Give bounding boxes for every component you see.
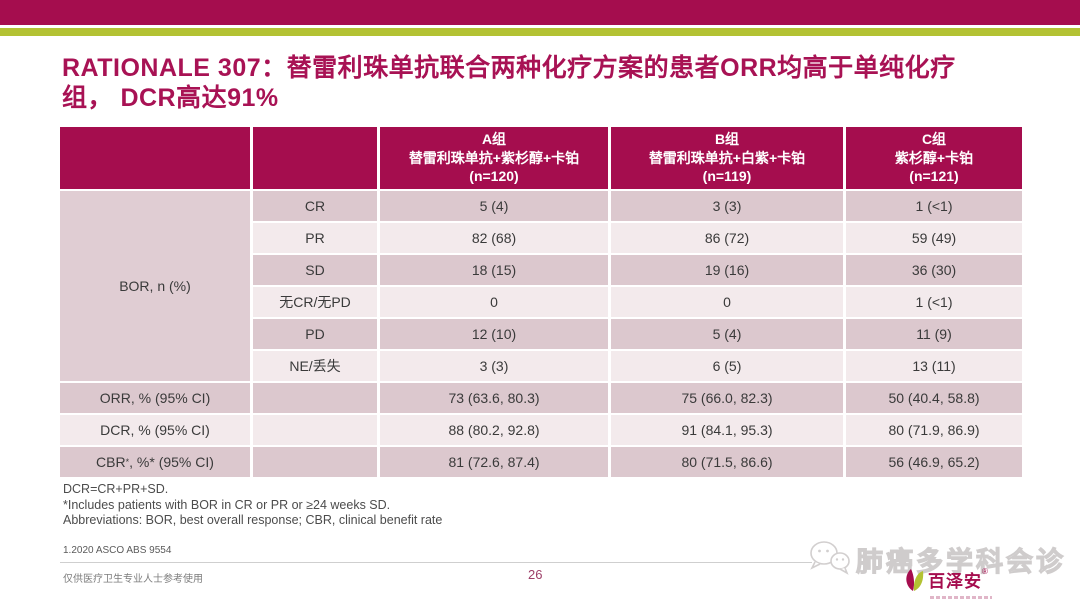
group-b-n: (n=119)	[702, 168, 752, 185]
cell-cr-a: 5 (4)	[380, 191, 608, 221]
footnote-abbreviations: Abbreviations: BOR, best overall respons…	[63, 513, 443, 527]
cell-cbr-b: 80 (71.5, 86.6)	[611, 447, 843, 477]
group-c-regimen: 紫杉醇+卡铂	[894, 149, 974, 166]
cell-pd-b: 5 (4)	[611, 319, 843, 349]
header-cell-empty-2	[253, 127, 377, 189]
baizean-registered-mark: ®	[982, 567, 988, 576]
cell-dcr-c: 80 (71.9, 86.9)	[846, 415, 1022, 445]
group-c-name: C组	[921, 131, 947, 148]
group-a-name: A组	[481, 131, 507, 148]
row-label-cbr: CBR *, %* (95% CI)	[60, 447, 250, 477]
row-label-cr: CR	[253, 191, 377, 221]
row-label-dcr: DCR, % (95% CI)	[60, 415, 250, 445]
wechat-watermark: 肺癌多学科会诊	[806, 538, 1066, 581]
footnotes: DCR=CR+PR+SD. *Includes patients with BO…	[63, 482, 663, 529]
cell-sd-c: 36 (30)	[846, 255, 1022, 285]
cell-pd-c: 11 (9)	[846, 319, 1022, 349]
cell-cr-b: 3 (3)	[611, 191, 843, 221]
cell-cbr-spacer	[253, 447, 377, 477]
cell-nocr-b: 0	[611, 287, 843, 317]
cell-orr-c: 50 (40.4, 58.8)	[846, 383, 1022, 413]
cell-cbr-a: 81 (72.6, 87.4)	[380, 447, 608, 477]
cell-cbr-c: 56 (46.9, 65.2)	[846, 447, 1022, 477]
row-label-nocr-nopd: 无CR/无PD	[253, 287, 377, 317]
page-title-line2: 组， DCR高达91%	[62, 84, 279, 113]
row-label-pd: PD	[253, 319, 377, 349]
cell-pd-a: 12 (10)	[380, 319, 608, 349]
baizean-logo-text: 百泽安	[928, 572, 982, 591]
cell-ne-b: 6 (5)	[611, 351, 843, 381]
olive-accent-stripe	[0, 28, 1080, 36]
cbr-label-rest: , %* (95% CI)	[129, 454, 214, 470]
cell-nocr-a: 0	[380, 287, 608, 317]
group-b-regimen: 替雷利珠单抗+白紫+卡铂	[648, 149, 806, 166]
header-cell-group-a: A组 替雷利珠单抗+紫杉醇+卡铂 (n=120)	[380, 127, 608, 189]
cbr-label-main: CBR	[96, 454, 126, 470]
cell-sd-a: 18 (15)	[380, 255, 608, 285]
header-cell-empty-1	[60, 127, 250, 189]
top-accent-bar	[0, 0, 1080, 25]
cell-orr-a: 73 (63.6, 80.3)	[380, 383, 608, 413]
cell-orr-spacer	[253, 383, 377, 413]
cell-ne-c: 13 (11)	[846, 351, 1022, 381]
header-cell-group-b: B组 替雷利珠单抗+白紫+卡铂 (n=119)	[611, 127, 843, 189]
page-title-line1: RATIONALE 307：替雷利珠单抗联合两种化疗方案的患者ORR均高于单纯化…	[62, 53, 956, 82]
footer-disclaimer: 仅供医疗卫生专业人士参考使用	[63, 574, 203, 585]
watermark-text: 肺癌多学科会诊	[855, 546, 1066, 577]
cell-pr-b: 86 (72)	[611, 223, 843, 253]
cell-nocr-c: 1 (<1)	[846, 287, 1022, 317]
header-cell-group-c: C组 紫杉醇+卡铂 (n=121)	[846, 127, 1022, 189]
cell-dcr-spacer	[253, 415, 377, 445]
results-table: A组 替雷利珠单抗+紫杉醇+卡铂 (n=120) B组 替雷利珠单抗+白紫+卡铂…	[60, 127, 1022, 477]
footnote-dcr-definition: DCR=CR+PR+SD.	[63, 482, 169, 496]
cell-cr-c: 1 (<1)	[846, 191, 1022, 221]
baizean-logo: 百泽安 ®	[903, 567, 988, 598]
cell-ne-a: 3 (3)	[380, 351, 608, 381]
row-label-sd: SD	[253, 255, 377, 285]
cell-orr-b: 75 (66.0, 82.3)	[611, 383, 843, 413]
footnote-cbr-definition: *Includes patients with BOR in CR or PR …	[63, 497, 391, 512]
footer-divider	[60, 562, 812, 563]
row-label-ne: NE/丢失	[253, 351, 377, 381]
group-b-name: B组	[714, 131, 740, 148]
row-label-pr: PR	[253, 223, 377, 253]
cell-sd-b: 19 (16)	[611, 255, 843, 285]
leaf-icon	[903, 567, 925, 598]
cell-pr-a: 82 (68)	[380, 223, 608, 253]
group-a-regimen: 替雷利珠单抗+紫杉醇+卡铂	[408, 149, 580, 166]
page-number: 26	[528, 567, 543, 582]
reference-citation: 1.2020 ASCO ABS 9554	[63, 545, 172, 556]
group-c-n: (n=121)	[909, 168, 959, 185]
baizean-tagline	[930, 596, 992, 599]
cell-pr-c: 59 (49)	[846, 223, 1022, 253]
wechat-chat-bubbles-icon	[806, 538, 852, 581]
cell-dcr-a: 88 (80.2, 92.8)	[380, 415, 608, 445]
cell-dcr-b: 91 (84.1, 95.3)	[611, 415, 843, 445]
bor-group-label: BOR, n (%)	[60, 191, 250, 381]
page-title: RATIONALE 307：替雷利珠单抗联合两种化疗方案的患者ORR均高于单纯化…	[62, 53, 1027, 114]
row-label-orr: ORR, % (95% CI)	[60, 383, 250, 413]
group-a-n: (n=120)	[469, 168, 519, 185]
